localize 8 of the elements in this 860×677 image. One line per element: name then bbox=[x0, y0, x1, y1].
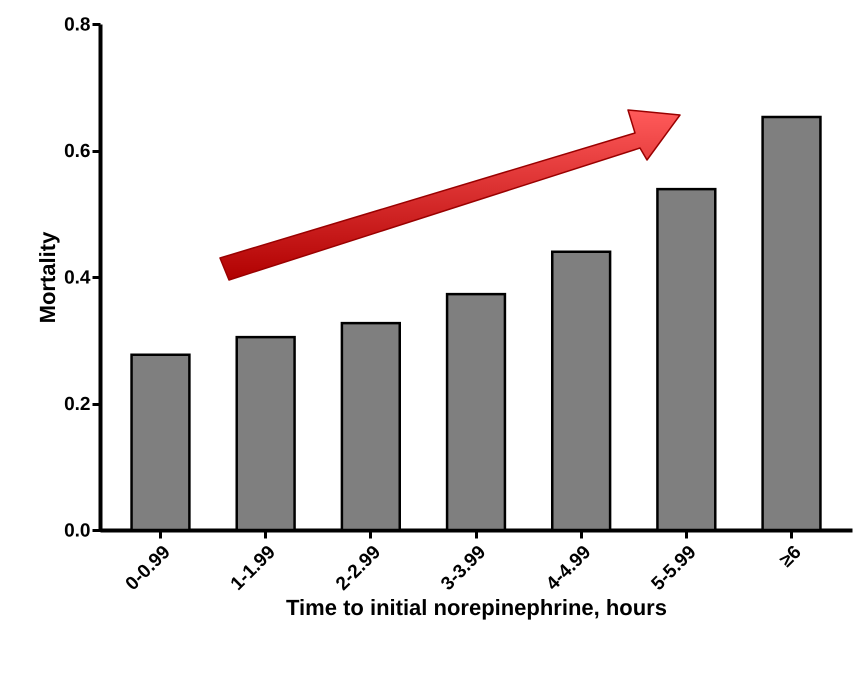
x-tick-label: ≥6 bbox=[776, 542, 806, 572]
y-tick-label: 0.0 bbox=[64, 520, 90, 542]
y-tick-label: 0.6 bbox=[64, 141, 90, 162]
y-axis-title: Mortality bbox=[35, 230, 60, 324]
y-tick-label: 0.4 bbox=[64, 268, 91, 288]
y-tick-label: 0.2 bbox=[64, 394, 90, 415]
x-axis-title: Time to initial norepinephrine, hours bbox=[286, 595, 667, 620]
y-tick-label: 0.8 bbox=[64, 14, 90, 36]
